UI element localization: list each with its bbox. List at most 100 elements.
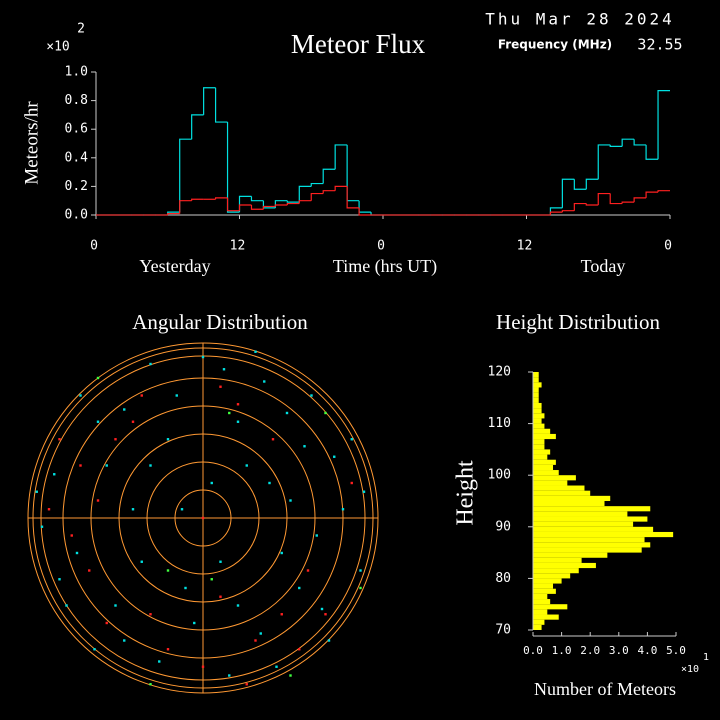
meteor-point — [298, 586, 301, 590]
height-bar — [533, 583, 554, 589]
flux-step — [346, 144, 360, 202]
meteor-point — [166, 438, 170, 441]
x-tick-label: 0.0 — [523, 644, 543, 657]
meteor-point — [341, 508, 345, 511]
flux-step — [657, 190, 670, 193]
meteor-point — [245, 464, 248, 467]
flux-step — [573, 179, 587, 190]
meteor-point — [65, 604, 68, 607]
meteor-point — [236, 420, 240, 423]
chart-title: Meteor Flux — [291, 29, 426, 59]
meteor-point — [105, 464, 108, 467]
meteor-point — [53, 473, 56, 476]
height-bar — [533, 449, 551, 455]
height-bar — [533, 578, 562, 584]
flux-step — [621, 201, 635, 204]
height-bar — [533, 624, 542, 630]
height-bar — [533, 547, 642, 553]
x-tick-label: 12 — [230, 239, 246, 254]
height-bar — [533, 511, 628, 517]
y-tick-label: 0.0 — [65, 208, 88, 223]
meteor-point — [359, 569, 362, 572]
flux-step — [657, 89, 670, 160]
flux-step — [609, 144, 623, 147]
height-bar — [533, 609, 548, 615]
flux-step — [179, 138, 192, 213]
x-tick-label: 0 — [664, 239, 672, 254]
flux-step — [334, 185, 348, 191]
meteor-point — [79, 394, 82, 397]
meteor-point — [184, 586, 187, 590]
meteor-point — [320, 607, 324, 611]
meteor-point — [298, 648, 301, 651]
meteor-point — [166, 648, 170, 651]
height-bar — [533, 423, 545, 429]
height-bar — [533, 413, 545, 419]
flux-step — [597, 144, 611, 180]
y-axis-label: Meteors/hr — [21, 101, 42, 185]
flux-step — [214, 197, 228, 200]
flux-step — [286, 200, 300, 203]
x-tick-label: 1.0 — [552, 644, 572, 657]
flux-step — [334, 144, 348, 170]
meteor-point — [175, 394, 178, 397]
height-bar — [533, 485, 585, 491]
y-tick-label: 100 — [488, 468, 511, 483]
height-bar — [533, 397, 539, 403]
meteor-point — [222, 368, 226, 371]
meteor-point — [201, 665, 205, 668]
x-tick-label: 4.0 — [637, 644, 657, 657]
meteor-point — [327, 639, 331, 642]
flux-step — [298, 185, 312, 203]
height-bar — [533, 408, 542, 414]
x-axis-label: Time (hrs UT) — [333, 256, 437, 277]
x-axis-label: Number of Meteors — [534, 679, 676, 699]
y-tick-label: 0.8 — [65, 93, 88, 108]
height-bar — [533, 490, 591, 496]
flux-step — [310, 182, 324, 187]
meteor-point — [201, 516, 205, 520]
flux-step — [274, 200, 288, 208]
flux-step — [633, 139, 647, 146]
meteor-point — [114, 438, 117, 441]
height-bar — [533, 387, 539, 393]
flux-step — [561, 210, 575, 213]
meteor-point — [158, 660, 161, 663]
height-bar — [533, 516, 648, 522]
y-scale: ×10 — [46, 40, 69, 55]
meteor-point — [268, 481, 271, 485]
height-bar — [533, 454, 548, 460]
frequency: 32.55 — [637, 36, 682, 54]
meteor-point — [219, 560, 222, 563]
flux-step — [573, 202, 587, 211]
meteor-point — [114, 604, 117, 607]
flux-step — [549, 207, 563, 215]
meteor-point — [93, 648, 96, 651]
meteor-point — [149, 464, 152, 467]
height-bar — [533, 495, 611, 501]
chart-title: Height Distribution — [496, 310, 660, 334]
meteor-point — [131, 420, 135, 423]
flux-step — [645, 144, 659, 160]
flux-step — [250, 196, 264, 202]
y-scale-exp: 2 — [77, 22, 85, 37]
height-bar — [533, 372, 539, 378]
flux-step — [262, 205, 276, 210]
height-bar — [533, 470, 559, 476]
meteor-point — [96, 420, 100, 423]
meteor-point — [280, 551, 283, 555]
meteor-point — [79, 464, 82, 467]
meteor-point — [259, 632, 262, 635]
meteor-point — [58, 438, 61, 441]
y-tick-label: 0.2 — [65, 179, 88, 194]
meteor-point — [271, 438, 275, 441]
meteor-point — [333, 455, 336, 458]
meteor-point — [324, 613, 327, 616]
meteor-point — [40, 525, 44, 528]
meteor-point — [58, 578, 61, 581]
flux-step — [609, 193, 623, 205]
meteor-point — [210, 481, 213, 485]
height-bar — [533, 619, 545, 625]
height-bar — [533, 382, 542, 388]
flux-step — [214, 87, 228, 123]
